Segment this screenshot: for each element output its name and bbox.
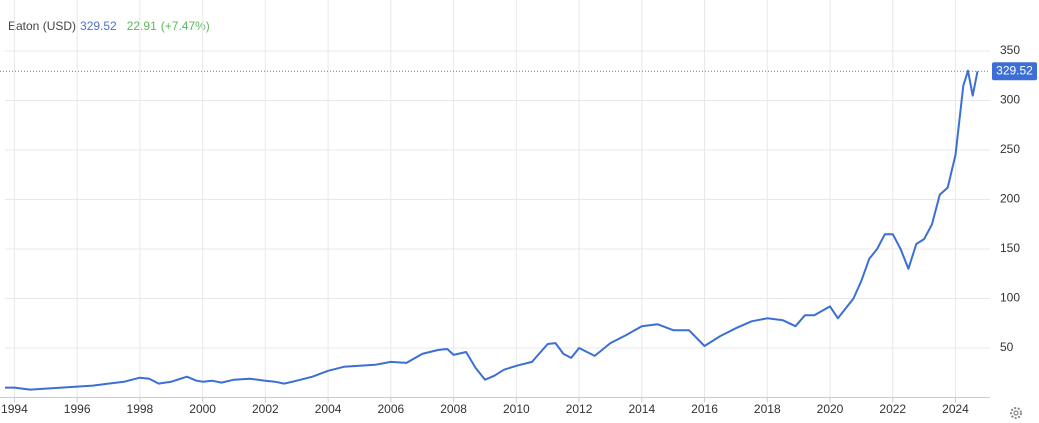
x-tick-label: 2018	[754, 402, 781, 416]
chart-title: Eaton (USD)	[8, 19, 76, 33]
x-tick-label: 2020	[817, 402, 844, 416]
x-tick-label: 2004	[315, 402, 342, 416]
y-tick-label: 350	[1000, 43, 1020, 57]
change-percent: (+7.47%)	[161, 19, 210, 33]
y-tick-label: 200	[1000, 192, 1020, 206]
x-tick-label: 2012	[566, 402, 593, 416]
x-tick-label: 2006	[377, 402, 404, 416]
x-tick-label: 2024	[942, 402, 969, 416]
y-tick-label: 100	[1000, 291, 1020, 305]
settings-icon[interactable]	[1010, 407, 1022, 419]
x-tick-label: 2002	[252, 402, 279, 416]
change: 22.91	[127, 19, 157, 33]
y-tick-label: 250	[1000, 142, 1020, 156]
y-tick-label: 150	[1000, 241, 1020, 255]
x-tick-label: 2014	[628, 402, 655, 416]
x-tick-label: 1998	[127, 402, 154, 416]
x-tick-label: 2008	[440, 402, 467, 416]
x-tick-label: 2010	[503, 402, 530, 416]
x-tick-label: 2016	[691, 402, 718, 416]
y-tick-label: 50	[1000, 340, 1014, 354]
x-tick-label: 1994	[1, 402, 28, 416]
y-tick-label: 300	[1000, 93, 1020, 107]
last-price: 329.52	[80, 19, 117, 33]
price-line	[5, 69, 979, 391]
last-price-tag-label: 329.52	[996, 63, 1033, 77]
x-tick-label: 2000	[189, 402, 216, 416]
x-tick-label: 1996	[64, 402, 91, 416]
x-tick-label: 2022	[879, 402, 906, 416]
last-price-tag	[992, 62, 1037, 81]
